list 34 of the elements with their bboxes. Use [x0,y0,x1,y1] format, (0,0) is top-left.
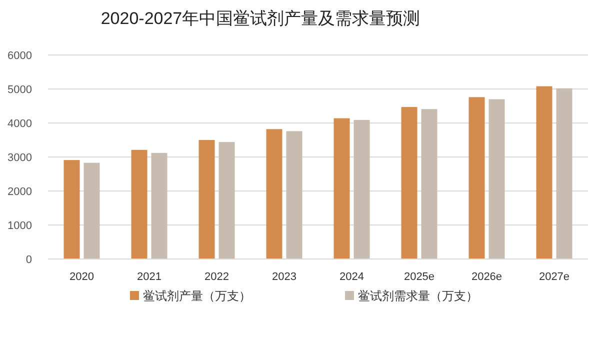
bar [536,86,552,259]
legend-label: 鲎试剂需求量（万支） [358,289,478,303]
legend-label: 鲎试剂产量（万支） [143,289,251,303]
bar [401,107,418,259]
bar [198,140,215,259]
y-tick-label: 3000 [8,152,32,164]
x-tick-label: 2023 [272,271,296,283]
bar [286,131,302,259]
bar [131,150,148,259]
bar [64,160,80,259]
chart-title: 2020-2027年中国鲎试剂产量及需求量预测 [100,9,420,28]
bar [84,162,100,259]
x-tick-label: 2021 [137,271,162,283]
x-tick-label: 2025e [404,271,435,283]
x-tick-label: 2026e [471,271,502,283]
y-tick-label: 2000 [8,186,32,198]
bar [468,97,485,259]
bar [421,109,438,259]
y-tick-label: 5000 [8,84,32,96]
x-tick-label: 2020 [70,271,94,283]
x-tick-label: 2022 [204,271,229,283]
y-tick-label: 4000 [8,118,32,130]
bar [488,99,505,259]
y-tick-label: 1000 [8,220,32,232]
y-tick-label: 0 [26,254,32,266]
y-tick-label: 6000 [8,50,32,62]
bar [218,142,235,259]
x-tick-label: 2027e [538,271,570,283]
bar [556,88,572,259]
bar [151,152,168,259]
x-tick-label: 2024 [340,271,364,283]
bar [334,118,350,259]
bar [266,129,282,259]
bar [354,120,370,259]
